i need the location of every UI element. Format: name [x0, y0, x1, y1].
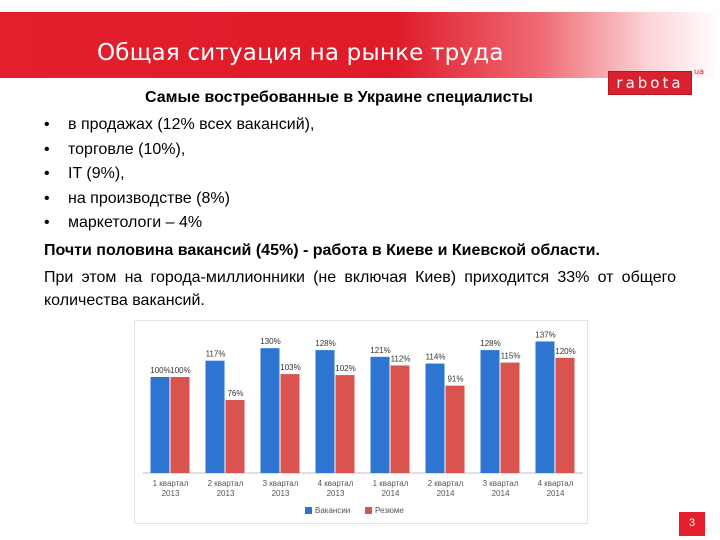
bar-resumes: [390, 365, 410, 473]
bar-resumes: [335, 375, 355, 473]
bullet-text: IT (9%),: [68, 165, 125, 182]
bar-label-resumes: 76%: [227, 389, 243, 398]
bar-label-resumes: 100%: [170, 366, 190, 375]
bar-vacancies: [260, 348, 280, 473]
bar-resumes: [225, 400, 245, 473]
x-tick-label: 2 квартал: [208, 479, 244, 488]
bar-vacancies: [205, 360, 225, 473]
bar-resumes: [500, 362, 520, 473]
bullet-dot-icon: •: [44, 116, 50, 133]
bullet-dot-icon: •: [44, 189, 50, 207]
bullet-item: • маркетологи – 4%: [44, 212, 314, 237]
page-number-badge: 3: [679, 512, 705, 536]
bar-resumes: [170, 377, 190, 473]
legend-label: Вакансии: [315, 506, 350, 515]
bar-resumes: [445, 385, 465, 473]
x-tick-label: 1 квартал: [153, 479, 189, 488]
bullet-item: • IT (9%),: [44, 163, 314, 188]
x-tick-label-year: 2013: [327, 489, 345, 498]
bullet-item: • в продажах (12% всех вакансий),: [44, 114, 314, 139]
bar-resumes: [555, 357, 575, 473]
chart-container: 100% 100% 1 квартал 2013 117% 76% 2 квартал 201…: [134, 320, 588, 524]
bar-label-resumes: 91%: [447, 375, 463, 384]
bullet-text: торговле (10%),: [68, 140, 186, 158]
x-tick-label-year: 2013: [217, 489, 235, 498]
bar-resumes: [280, 374, 300, 473]
bullet-item: • на производстве (8%): [44, 188, 314, 213]
legend-swatch: [365, 507, 372, 514]
bullet-text: на производстве (8%): [68, 189, 230, 207]
x-tick-label-year: 2014: [437, 489, 455, 498]
bar-label-vacancies: 128%: [480, 339, 500, 348]
legend-label: Резюме: [375, 506, 404, 515]
bar-label-resumes: 115%: [501, 352, 521, 361]
bullet-dot-icon: •: [44, 165, 50, 182]
bar-label-vacancies: 128%: [315, 339, 335, 348]
bar-vacancies: [370, 356, 390, 473]
bullet-dot-icon: •: [44, 214, 50, 231]
bar-label-vacancies: 121%: [370, 346, 390, 355]
bar-label-vacancies: 114%: [426, 353, 446, 362]
bar-label-vacancies: 117%: [206, 350, 226, 359]
bar-label-resumes: 120%: [555, 347, 575, 356]
bar-label-vacancies: 130%: [260, 337, 280, 346]
x-tick-label: 4 квартал: [538, 479, 574, 488]
x-tick-label: 2 квартал: [428, 479, 464, 488]
legend-swatch: [305, 507, 312, 514]
bullet-item: • торговле (10%),: [44, 139, 314, 164]
bar-vacancies: [535, 341, 555, 473]
million-cities-paragraph: При этом на города-миллионники (не включ…: [44, 269, 676, 309]
bar-label-resumes: 103%: [280, 363, 300, 372]
x-tick-label: 3 квартал: [263, 479, 299, 488]
bar-label-resumes: 102%: [335, 364, 355, 373]
bullet-dot-icon: •: [44, 140, 50, 158]
page-number: 3: [688, 517, 696, 529]
x-tick-label-year: 2014: [382, 489, 400, 498]
bar-vacancies: [425, 363, 445, 473]
x-tick-label-year: 2013: [162, 489, 180, 498]
x-tick-label-year: 2013: [272, 489, 290, 498]
bar-label-resumes: 112%: [391, 354, 411, 363]
x-tick-label-year: 2014: [547, 489, 565, 498]
bullet-list: • в продажах (12% всех вакансий), • торгов…: [44, 114, 314, 237]
rabota-logo: rabota: [608, 71, 692, 95]
bar-vacancies: [315, 350, 335, 473]
bar-vacancies: [480, 350, 500, 473]
bullet-text: маркетологи – 4%: [68, 214, 203, 231]
bullet-text: в продажах (12% всех вакансий),: [68, 116, 315, 133]
x-tick-label: 4 квартал: [318, 479, 354, 488]
bar-label-vacancies: 137%: [535, 330, 555, 339]
bar-vacancies: [150, 377, 170, 473]
content-heading: Самые востребованные в Украине специалис…: [145, 89, 533, 106]
x-tick-label-year: 2014: [492, 489, 510, 498]
kiev-share-paragraph: Почти половина вакансий (45%) - работа в…: [44, 242, 600, 259]
logo-text: rabota: [616, 74, 684, 92]
logo-suffix: ua: [694, 67, 704, 76]
bar-label-vacancies: 100%: [150, 366, 170, 375]
header-band: [0, 12, 720, 78]
x-tick-label: 3 квартал: [483, 479, 519, 488]
slide-title: Общая ситуация на рынке труда: [97, 40, 504, 66]
x-tick-label: 1 квартал: [373, 479, 409, 488]
